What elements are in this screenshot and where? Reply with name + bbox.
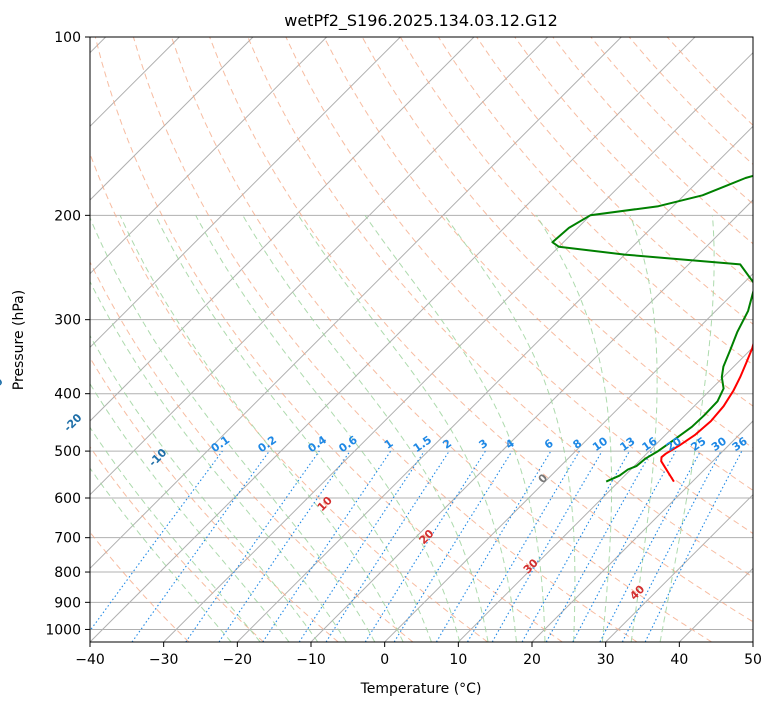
isotherm-line xyxy=(90,37,622,570)
grid-layer xyxy=(90,37,753,642)
y-tick-label: 100 xyxy=(54,30,81,46)
dry-adiabat-line xyxy=(94,37,563,642)
mixing-ratio-line xyxy=(262,450,392,642)
moist-adiabat-line xyxy=(629,215,658,642)
dewpoint-trace xyxy=(551,174,753,483)
moist-adiabat-line xyxy=(195,215,461,642)
x-tick-label: 30 xyxy=(597,652,615,668)
x-tick-label: 10 xyxy=(449,652,467,668)
isotherm-line xyxy=(384,272,753,642)
isotherm-line xyxy=(90,37,696,642)
isotherm-line xyxy=(605,493,753,642)
isotherm-line xyxy=(531,420,753,642)
moist-adiabat-line xyxy=(90,426,261,642)
x-tick-label: −30 xyxy=(149,652,179,668)
mixing-ratio-line xyxy=(572,450,677,642)
moist-adiabat-line xyxy=(90,216,376,642)
dry-adiabat-line xyxy=(90,356,339,642)
isotherm-line xyxy=(457,346,753,642)
moist-adiabat-line xyxy=(659,215,715,642)
dry-adiabat-label: -30 xyxy=(0,375,6,398)
moist-adiabat-line xyxy=(364,215,546,642)
y-tick-label: 700 xyxy=(54,531,81,547)
mixing-ratio-line xyxy=(185,450,320,642)
moist-adiabat-line xyxy=(242,215,489,642)
dry-adiabat-line xyxy=(247,37,753,578)
isotherm-line xyxy=(163,51,753,642)
y-tick-label: 800 xyxy=(54,565,81,581)
dry-adiabat-line xyxy=(476,37,753,325)
moist-adiabat-line xyxy=(444,215,576,642)
mixing-ratio-line xyxy=(90,450,223,632)
mixing-ratio-line xyxy=(131,450,270,642)
moist-adiabat-line xyxy=(90,334,319,642)
temperature-trace xyxy=(660,341,753,483)
dry-adiabat-line xyxy=(171,37,712,642)
mixing-ratio-line xyxy=(218,450,351,642)
x-axis-label: Temperature (°C) xyxy=(360,681,482,697)
moist-adiabat-line xyxy=(535,215,613,642)
x-tick-label: −40 xyxy=(75,652,105,668)
x-tick-label: −20 xyxy=(223,652,253,668)
x-tick-label: −10 xyxy=(296,652,326,668)
series-layer xyxy=(551,174,753,483)
dry-adiabat-line xyxy=(90,446,264,642)
x-tick-label: 50 xyxy=(744,652,762,668)
dry-adiabat-line xyxy=(209,37,753,623)
y-tick-label: 300 xyxy=(54,313,81,329)
x-tick-label: 0 xyxy=(380,652,389,668)
moist-adiabat-line xyxy=(90,467,232,642)
isotherm-line xyxy=(90,37,328,275)
mixing-ratio-line xyxy=(325,450,450,642)
y-axis-label: Pressure (hPa) xyxy=(11,290,27,390)
y-tick-label: 1000 xyxy=(45,622,81,638)
dry-adiabat-line xyxy=(285,37,753,535)
x-axis: −40 −30 −20 −10 0 10 20 30 40 50 xyxy=(75,642,762,668)
plot-frame xyxy=(89,36,754,643)
x-tick-label: 40 xyxy=(670,652,688,668)
isotherm-line xyxy=(90,37,549,496)
x-tick-label: 20 xyxy=(523,652,541,668)
mixing-ratio-line xyxy=(545,450,653,642)
y-tick-label: 400 xyxy=(54,387,81,403)
isotherm-line xyxy=(90,37,401,349)
y-tick-label: 500 xyxy=(54,444,81,460)
y-tick-label: 200 xyxy=(54,208,81,224)
mixing-ratio-line xyxy=(521,450,630,642)
y-axis: 1000 900 800 700 600 500 400 300 200 100 xyxy=(45,30,90,638)
y-tick-label: 600 xyxy=(54,491,81,507)
dry-adiabat-line xyxy=(514,37,753,285)
dry-adiabat-line xyxy=(323,37,753,491)
moist-adiabat-line xyxy=(119,215,404,642)
dry-adiabat-line xyxy=(90,260,414,642)
mixing-ratio-line xyxy=(644,450,743,642)
chart-title: wetPf2_S196.2025.134.03.12.G12 xyxy=(284,11,558,31)
isotherm-line xyxy=(236,125,753,642)
isotherm-line xyxy=(90,37,254,201)
moist-adiabat-line xyxy=(90,280,347,642)
mixing-ratio-line xyxy=(298,450,425,642)
mixing-ratio-line xyxy=(393,450,513,642)
isotherm-line xyxy=(90,37,475,422)
moist-adiabat-line xyxy=(154,215,432,642)
y-tick-label: 900 xyxy=(54,595,81,611)
